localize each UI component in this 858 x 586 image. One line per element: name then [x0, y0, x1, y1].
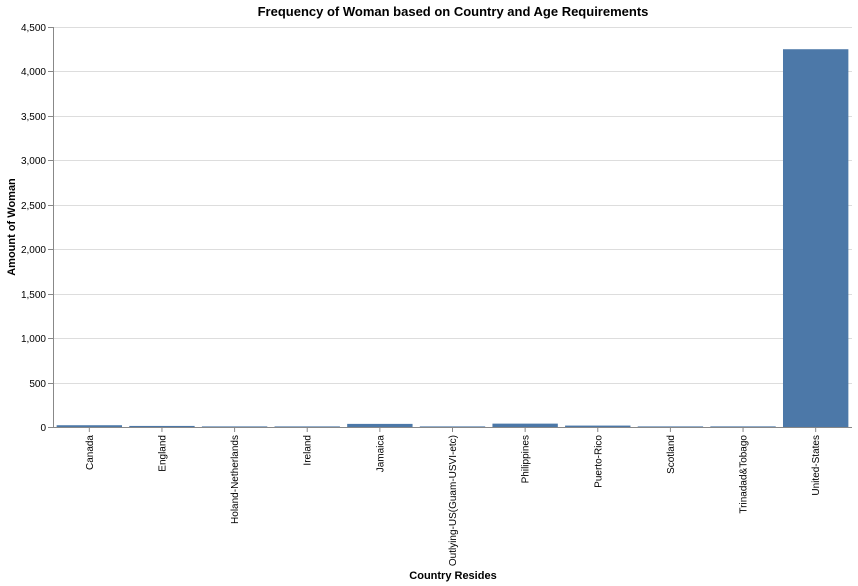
x-tick-label: Outlying-US(Guam-USVI-etc) [448, 435, 459, 566]
bar [56, 425, 123, 427]
x-tick-label: Trinadad&Tobago [739, 435, 750, 514]
bar [492, 423, 558, 427]
bar [782, 49, 849, 427]
x-tick-label: Canada [85, 435, 96, 470]
x-axis: Canada England Holand-Netherlands Ireland Ja… [53, 427, 852, 566]
bars [56, 49, 849, 427]
bar [129, 425, 195, 427]
y-tick-label: 500 [29, 379, 46, 390]
y-tick-label: 4,500 [21, 23, 46, 34]
bar [274, 426, 340, 427]
x-tick-label: Ireland [303, 435, 314, 466]
y-tick-label: 2,000 [21, 245, 46, 256]
bar [637, 426, 704, 427]
y-tick-label: 1,500 [21, 290, 46, 301]
x-tick-label: Philippines [521, 435, 532, 483]
y-tick-label: 4,000 [21, 67, 46, 78]
x-tick-label: England [157, 435, 168, 472]
x-tick-label: United-States [811, 435, 822, 496]
bar [419, 426, 486, 427]
y-tick-label: 2,500 [21, 201, 46, 212]
x-tick-label: Jamaica [375, 435, 386, 473]
x-tick-label: Puerto-Rico [593, 435, 604, 488]
bar [710, 426, 776, 427]
x-axis-title: Country Resides [409, 570, 496, 582]
chart-title: Frequency of Woman based on Country and … [258, 4, 649, 19]
bar [201, 426, 268, 427]
y-tick-label: 3,500 [21, 112, 46, 123]
bar [565, 425, 631, 427]
gridlines [53, 27, 852, 428]
x-tick-label: Scotland [666, 435, 677, 474]
bar [347, 423, 413, 427]
y-tick-label: 1,000 [21, 334, 46, 345]
y-axis: 0 500 1,000 1,500 2,000 2,500 3,000 3,500 4,000 4… [21, 23, 54, 434]
y-axis-title: Amount of Woman [6, 178, 18, 276]
y-tick-label: 0 [40, 423, 46, 434]
x-tick-label: Holand-Netherlands [230, 435, 241, 524]
y-tick-label: 3,000 [21, 156, 46, 167]
